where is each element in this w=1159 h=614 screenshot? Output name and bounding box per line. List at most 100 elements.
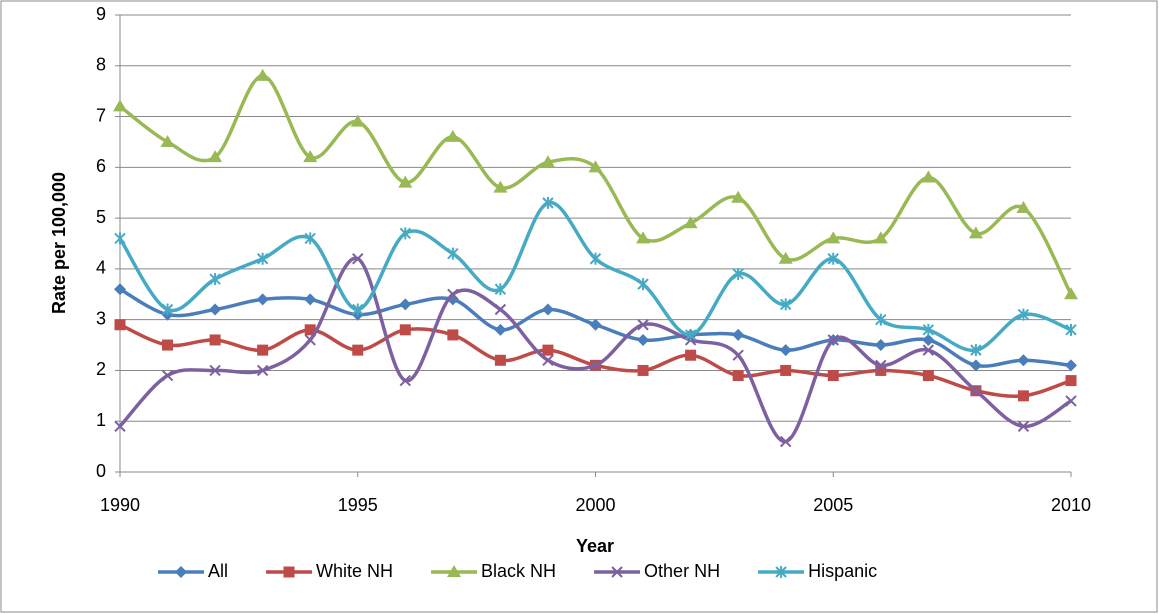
marker [542, 196, 554, 209]
series-line [118, 256, 1072, 444]
marker [257, 344, 269, 356]
marker [731, 190, 746, 203]
marker [114, 319, 126, 331]
y-tick-label: 9 [96, 4, 106, 24]
marker [732, 267, 744, 280]
marker [399, 298, 412, 311]
marker [209, 364, 221, 377]
marker [827, 334, 839, 346]
marker [589, 252, 602, 265]
marker [352, 303, 364, 316]
x-tick-label: 2005 [813, 495, 853, 515]
marker [873, 231, 888, 244]
marker [874, 339, 887, 352]
series [113, 68, 1078, 300]
marker [304, 293, 317, 306]
marker [494, 354, 506, 366]
marker [114, 420, 126, 433]
marker [447, 329, 459, 341]
x-tick-label: 1995 [338, 495, 378, 515]
marker [256, 364, 269, 377]
series [114, 196, 1077, 357]
marker [732, 328, 745, 341]
marker [256, 293, 269, 306]
x-tick-label: 2000 [575, 495, 615, 515]
marker [922, 323, 935, 336]
marker [922, 344, 935, 356]
marker [637, 333, 650, 346]
marker [447, 565, 462, 577]
marker [1017, 308, 1030, 321]
legend-label: Other NH [644, 561, 720, 581]
marker [399, 374, 412, 387]
marker [209, 273, 221, 286]
marker [352, 253, 364, 265]
marker [303, 150, 318, 163]
marker [209, 303, 222, 316]
marker [922, 370, 934, 382]
y-tick-label: 1 [96, 410, 106, 430]
marker [637, 364, 649, 376]
x-tick-label: 1990 [100, 495, 140, 515]
marker [161, 369, 174, 382]
y-tick-label: 0 [96, 461, 106, 481]
marker [588, 160, 603, 173]
legend-label: White NH [316, 561, 393, 581]
marker [304, 334, 316, 346]
marker [683, 216, 698, 229]
marker [494, 323, 507, 336]
marker [399, 324, 411, 336]
series [114, 283, 1077, 372]
marker [611, 566, 623, 578]
marker [637, 278, 649, 291]
marker [589, 359, 602, 372]
marker [114, 283, 126, 296]
marker [542, 344, 554, 356]
legend-item: All [158, 561, 228, 581]
legend-item: Hispanic [758, 561, 877, 581]
marker [875, 359, 887, 372]
marker [1065, 359, 1077, 372]
marker [1017, 354, 1030, 367]
legend-item: Black NH [431, 561, 556, 581]
y-tick-label: 4 [96, 258, 106, 278]
marker [968, 226, 983, 239]
marker [779, 298, 792, 311]
marker [1065, 323, 1077, 336]
marker [208, 150, 223, 163]
marker [445, 129, 460, 142]
marker [922, 333, 935, 346]
x-tick-label: 2010 [1051, 495, 1091, 515]
marker [494, 303, 507, 316]
marker [827, 252, 839, 265]
marker [637, 319, 649, 331]
marker [779, 435, 792, 448]
x-axis-label: Year [576, 536, 614, 556]
marker [1065, 395, 1077, 407]
legend-label: Black NH [481, 561, 556, 581]
legend-item: Other NH [594, 561, 720, 581]
marker [970, 385, 982, 397]
marker [636, 231, 651, 244]
marker [399, 227, 412, 240]
y-tick-label: 5 [96, 207, 106, 227]
marker [541, 303, 554, 316]
marker [970, 344, 982, 357]
marker [1017, 420, 1030, 433]
marker [685, 349, 697, 361]
y-tick-label: 3 [96, 308, 106, 328]
marker [352, 344, 364, 356]
marker [161, 303, 174, 316]
marker [684, 328, 697, 341]
marker [589, 318, 602, 331]
marker [304, 324, 316, 336]
marker [175, 566, 187, 578]
marker [493, 180, 508, 193]
marker [160, 134, 175, 147]
marker [1065, 375, 1077, 387]
marker [447, 288, 459, 300]
marker [283, 566, 295, 578]
